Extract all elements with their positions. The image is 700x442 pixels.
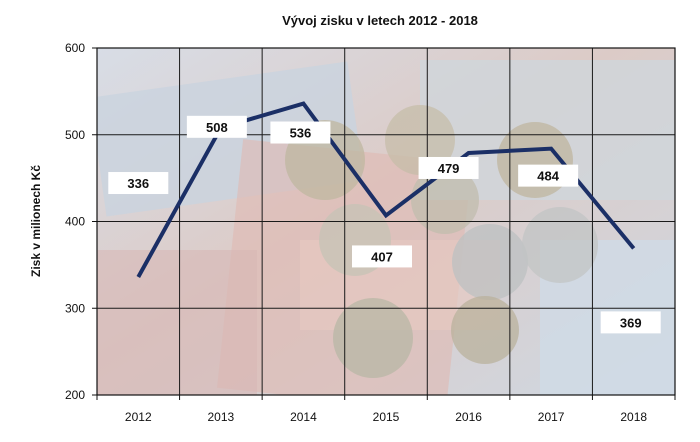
data-label-box: [186, 115, 247, 138]
data-label-box: [108, 172, 169, 195]
data-label-5: 484: [518, 164, 579, 187]
x-tick-label: 2014: [290, 410, 317, 424]
x-tick-label: 2017: [538, 410, 565, 424]
y-axis-label: Zisk v milionech Kč: [29, 165, 43, 277]
x-tick-label: 2016: [455, 410, 482, 424]
data-label-text: 479: [438, 161, 460, 176]
data-label-box: [270, 121, 331, 144]
data-label-box: [352, 245, 412, 268]
data-label-6: 369: [600, 311, 661, 334]
x-tick-label: 2018: [620, 410, 647, 424]
y-tick-label: 300: [65, 301, 85, 315]
data-label-1: 508: [186, 115, 247, 138]
data-label-text: 508: [206, 120, 228, 135]
data-label-text: 536: [290, 126, 312, 141]
background-photo: [97, 48, 675, 395]
data-labels: 336 508 536 407 479 484 369: [108, 115, 661, 334]
y-tick-labels: 200 300 400 500 600: [65, 41, 85, 402]
data-label-2: 536: [270, 121, 331, 144]
x-tick-labels: 2012 2013 2014 2015 2016 2017 2018: [125, 410, 647, 424]
data-label-4: 479: [418, 156, 479, 179]
data-label-box: [418, 156, 479, 179]
data-label-text: 407: [371, 249, 393, 264]
chart-title: Vývoj zisku v letech 2012 - 2018: [282, 13, 478, 28]
x-tick-label: 2015: [373, 410, 400, 424]
y-tick-label: 600: [65, 41, 85, 55]
data-label-box: [518, 164, 579, 187]
y-tick-label: 500: [65, 128, 85, 142]
data-label-text: 336: [127, 176, 149, 191]
x-tick-label: 2013: [208, 410, 235, 424]
y-tick-label: 200: [65, 388, 85, 402]
axes: [92, 47, 676, 400]
data-label-0: 336: [108, 172, 169, 195]
data-label-text: 484: [537, 169, 559, 184]
y-tick-label: 400: [65, 215, 85, 229]
data-label-3: 407: [352, 245, 412, 268]
data-label-text: 369: [620, 315, 642, 330]
data-label-box: [600, 311, 661, 334]
x-tick-label: 2012: [125, 410, 152, 424]
